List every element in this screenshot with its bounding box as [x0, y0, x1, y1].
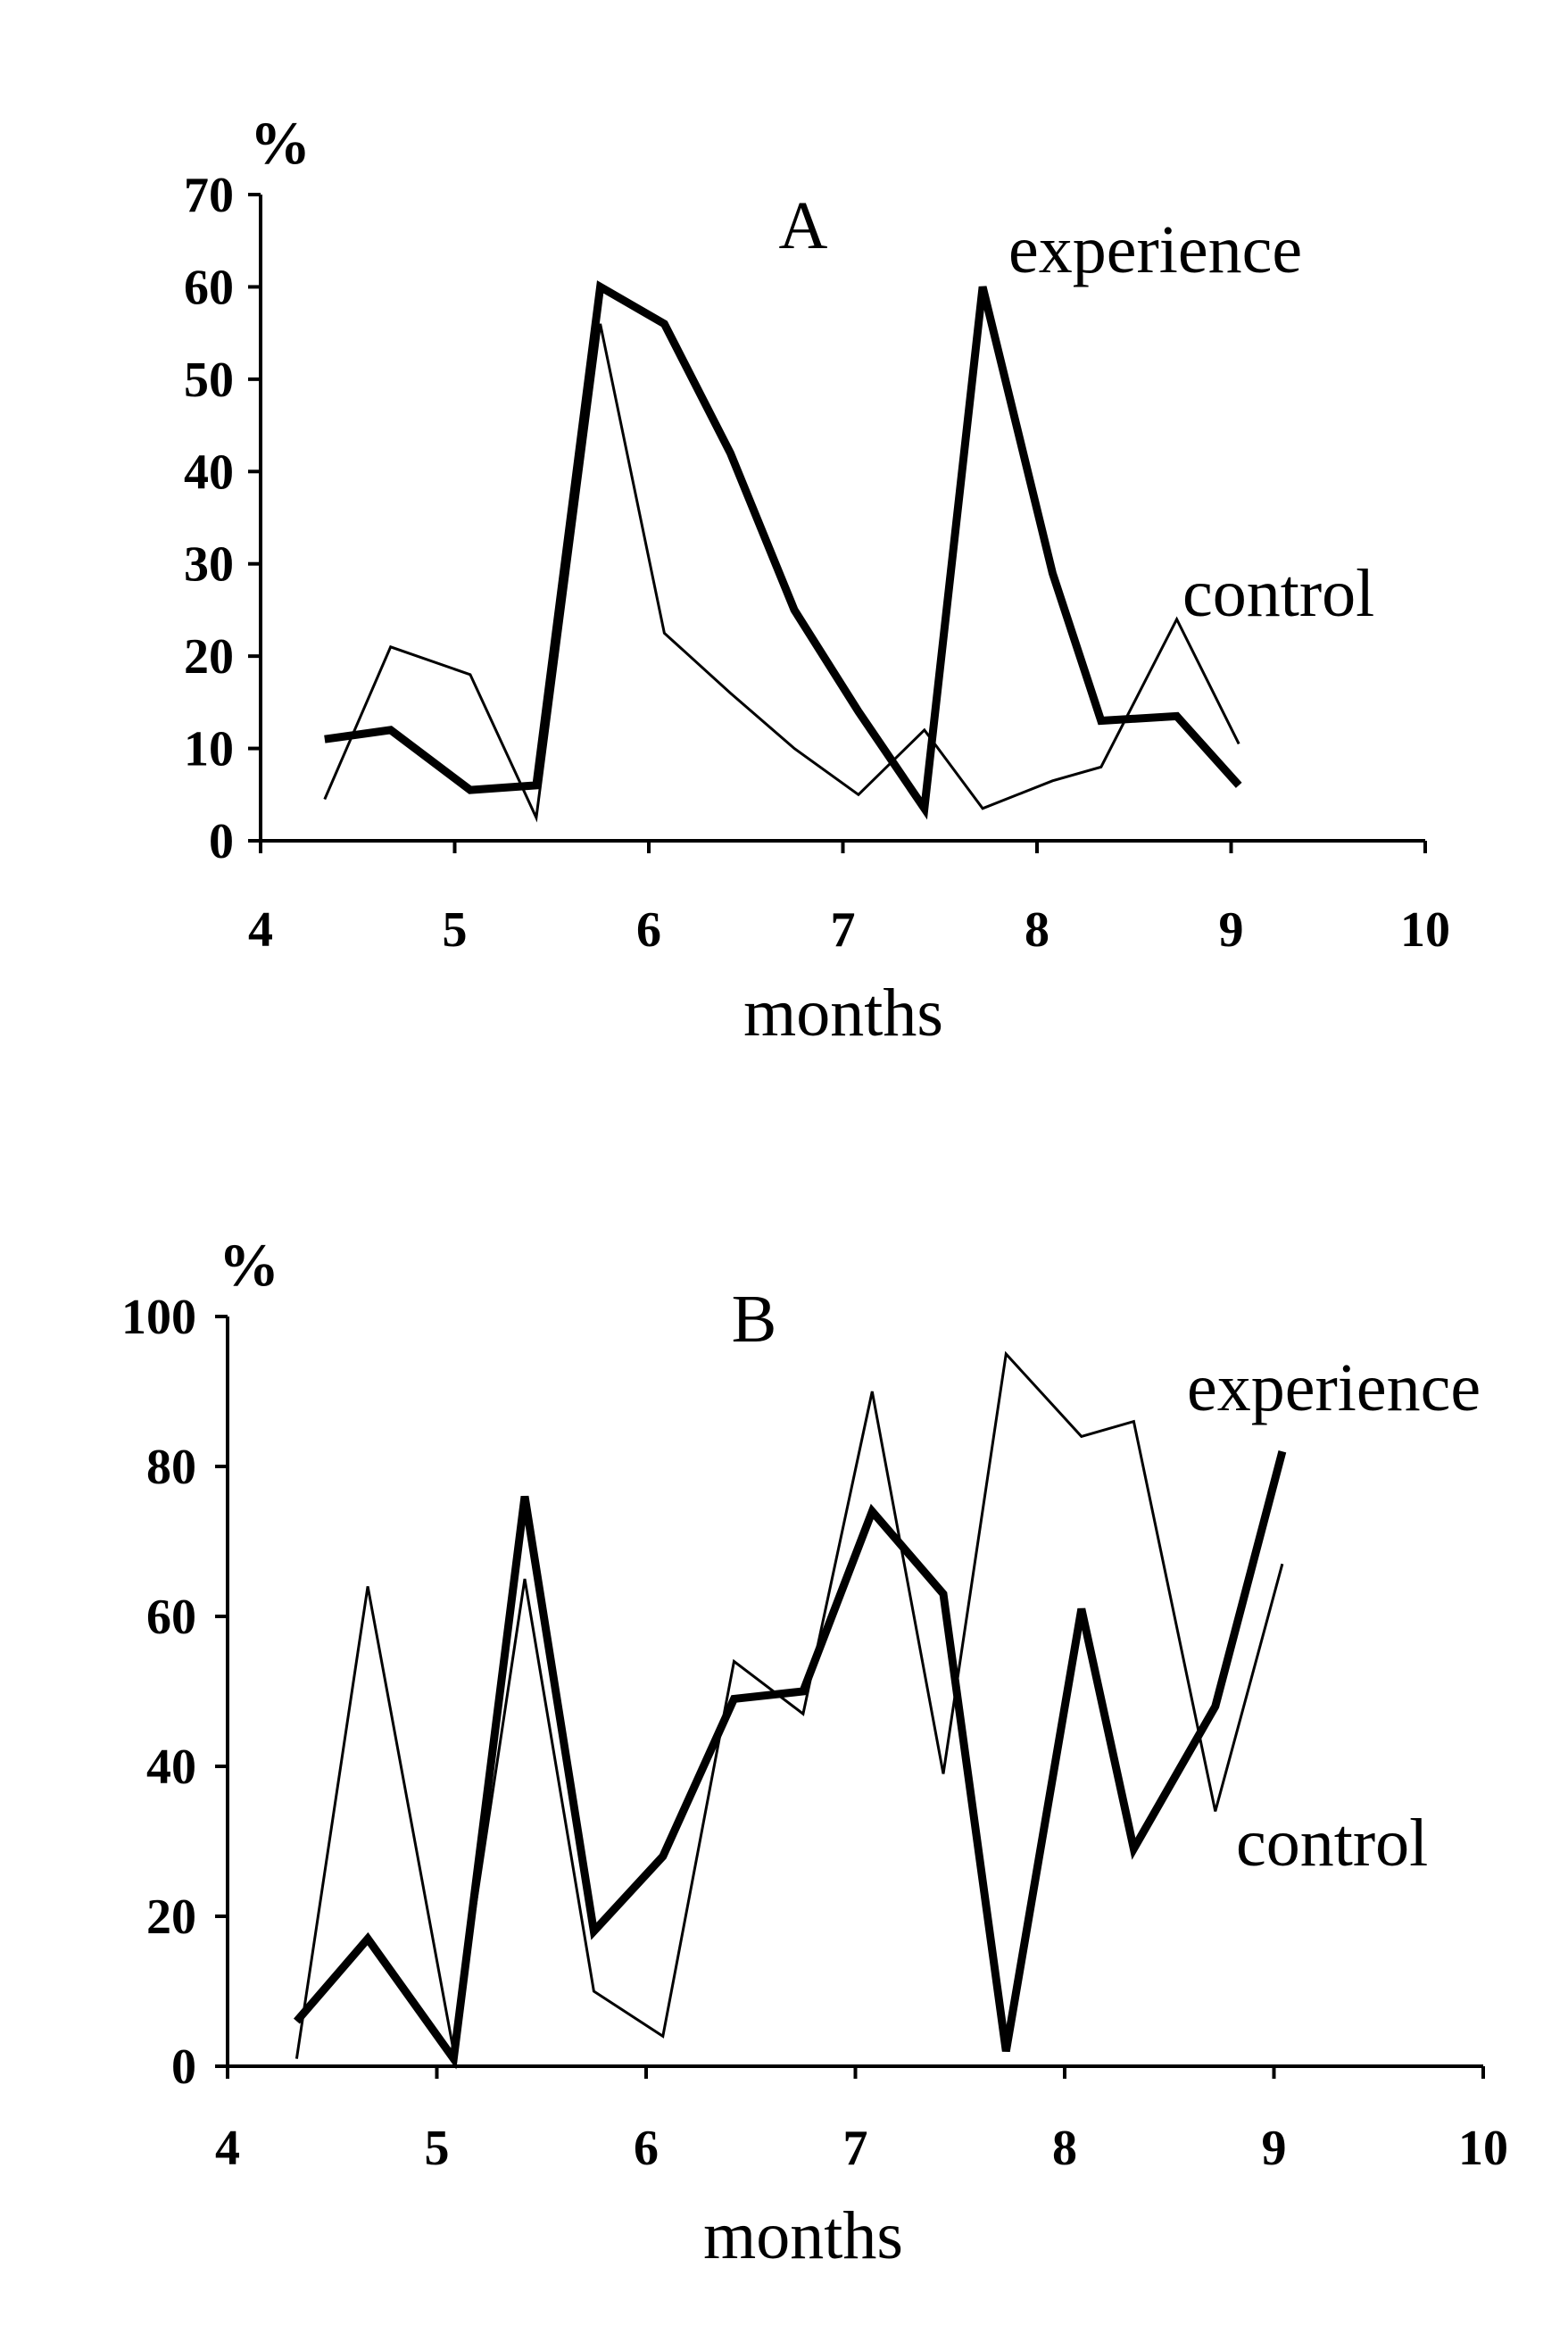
series-line-experience	[293, 1450, 1287, 2070]
x-tick-label: 8	[1025, 902, 1049, 958]
x-tick-label: 8	[1052, 2121, 1077, 2176]
series-label-experience: experience	[1187, 1350, 1481, 1425]
x-tick-label: 5	[443, 902, 468, 958]
x-tick-label: 6	[636, 902, 661, 958]
y-tick-label: 80	[146, 1440, 196, 1495]
series-line-experience	[324, 280, 1242, 820]
series-label-control: control	[1182, 556, 1374, 631]
x-axis-title: months	[743, 976, 943, 1051]
y-tick-label: 40	[184, 444, 234, 500]
y-tick-label: 0	[171, 2039, 196, 2095]
y-tick-label: 20	[146, 1890, 196, 1945]
y-tick-label: 40	[146, 1740, 196, 1795]
x-tick-label: 6	[634, 2121, 659, 2176]
x-tick-label: 4	[248, 902, 273, 958]
x-tick-label: 4	[215, 2121, 240, 2176]
y-tick-label: 50	[184, 353, 234, 408]
y-tick-label: 60	[184, 260, 234, 315]
series-line-control	[295, 1350, 1284, 2059]
y-unit-label: %	[219, 1231, 279, 1299]
panel-letter: A	[779, 188, 828, 263]
series-label-experience: experience	[1008, 212, 1302, 287]
x-tick-label: 9	[1219, 902, 1244, 958]
x-tick-label: 10	[1458, 2121, 1508, 2176]
y-tick-label: 20	[184, 629, 234, 685]
y-tick-label: 100	[121, 1290, 196, 1345]
panel-letter: B	[732, 1282, 777, 1357]
y-tick-label: 0	[209, 814, 234, 869]
y-unit-label: %	[250, 109, 311, 177]
y-tick-label: 60	[146, 1590, 196, 1645]
series-label-control: control	[1236, 1806, 1428, 1881]
y-tick-label: 70	[184, 168, 234, 223]
y-tick-label: 10	[184, 722, 234, 777]
x-tick-label: 9	[1262, 2121, 1287, 2176]
x-tick-label: 7	[831, 902, 856, 958]
x-tick-label: 7	[843, 2121, 868, 2176]
panel-a: 0 10 20 30 40 50 60 70 4 5 6 7 8 9 10 months% A experienc…	[184, 109, 1450, 1051]
x-tick-label: 10	[1400, 902, 1450, 958]
x-tick-label: 5	[425, 2121, 450, 2176]
y-tick-label: 30	[184, 537, 234, 593]
x-axis-title: months	[703, 2198, 903, 2273]
